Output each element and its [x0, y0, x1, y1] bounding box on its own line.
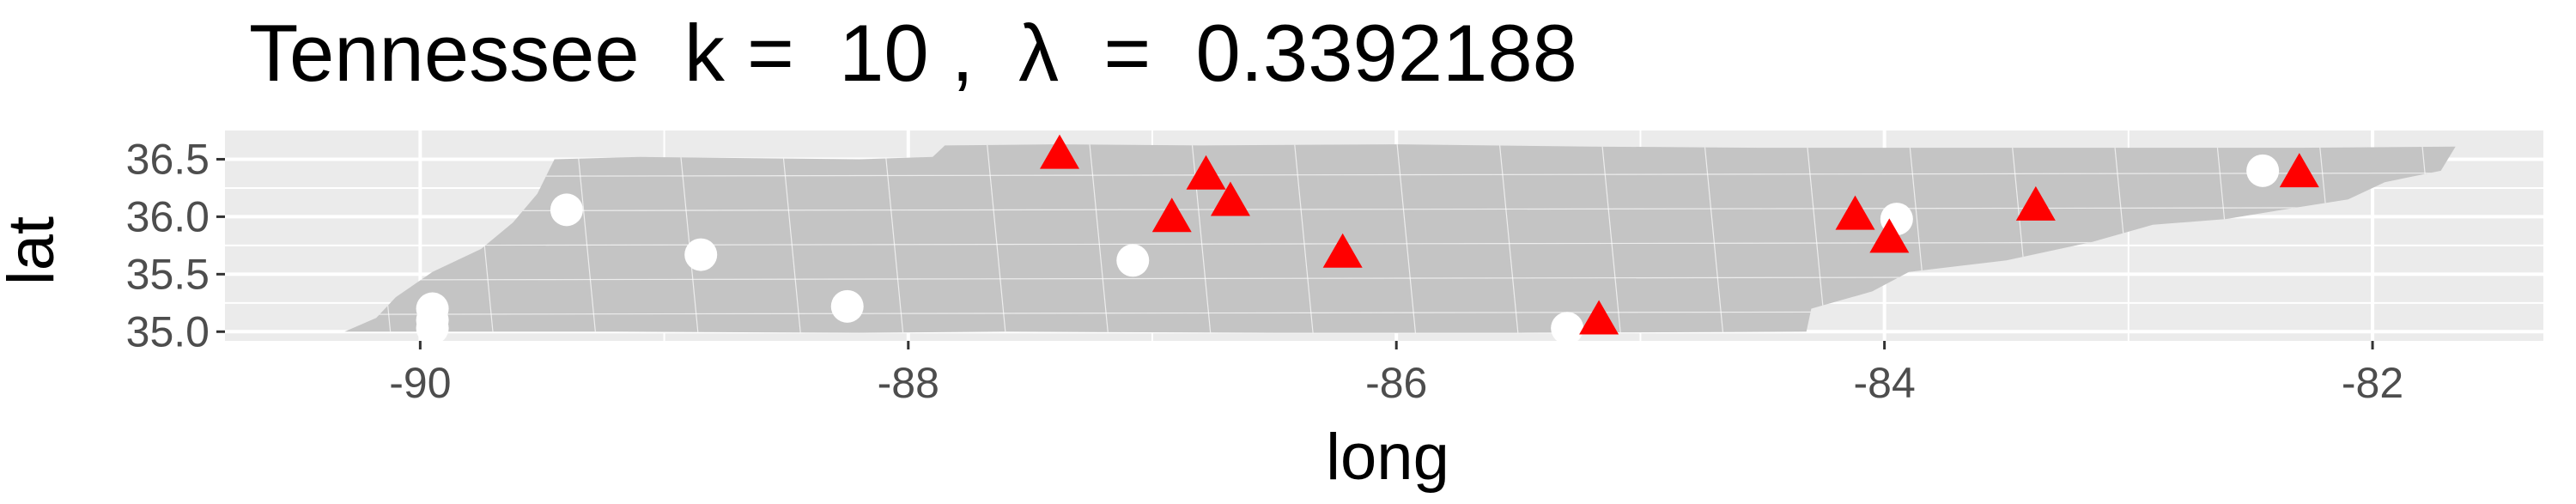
county-line	[1806, 144, 1827, 333]
axes: -90 -88 -86 -84 -82 35.0 35.5 36.0 36.5	[126, 135, 2404, 407]
triangle-point	[2015, 185, 2056, 221]
y-tick-label: 36.0	[126, 192, 210, 240]
triangle-point	[1186, 155, 1226, 190]
circle-point	[1116, 244, 1150, 277]
triangle-point	[1151, 197, 1192, 233]
county-line	[1395, 144, 1417, 333]
y-axis-label: lat	[0, 216, 68, 285]
data-marks	[416, 134, 2319, 345]
county-line	[344, 207, 2456, 212]
county-line	[883, 144, 904, 333]
county-line	[1703, 144, 1724, 333]
circle-point	[830, 289, 864, 323]
circle-point	[550, 193, 583, 227]
x-tick-label: -88	[878, 359, 939, 407]
y-tick-label: 35.5	[126, 250, 210, 298]
triangle-point	[2279, 153, 2319, 188]
x-tick-label: -82	[2342, 359, 2403, 407]
triangle-point	[1040, 134, 1079, 169]
triangle-point	[1579, 300, 1619, 335]
y-tick-label: 36.5	[126, 135, 210, 183]
y-tick-label: 35.0	[126, 307, 210, 355]
x-axis-label: long	[1326, 421, 1449, 494]
county-line	[986, 144, 1007, 333]
triangle-point	[1210, 181, 1250, 216]
county-line	[1601, 144, 1622, 333]
triangle-point	[1835, 195, 1875, 230]
county-line	[1190, 144, 1212, 333]
tennessee-map	[344, 144, 2456, 333]
circle-point	[416, 312, 449, 345]
circle-point	[2246, 154, 2280, 187]
x-tick-label: -86	[1365, 359, 1427, 407]
x-tick-label: -84	[1853, 359, 1915, 407]
county-line	[1293, 144, 1315, 333]
triangle-point	[1869, 218, 1910, 253]
county-line	[678, 144, 699, 333]
county-line	[575, 144, 597, 333]
county-line	[1498, 144, 1519, 333]
chart-title: Tennessee k = 10 , λ = 0.3392188	[249, 8, 1577, 98]
triangle-point	[1322, 233, 1363, 268]
county-line	[781, 144, 802, 333]
county-line	[344, 172, 2456, 178]
county-line	[1088, 144, 1109, 333]
circle-point	[1551, 312, 1584, 345]
circle-point	[684, 238, 718, 271]
x-tick-label: -90	[389, 359, 451, 407]
